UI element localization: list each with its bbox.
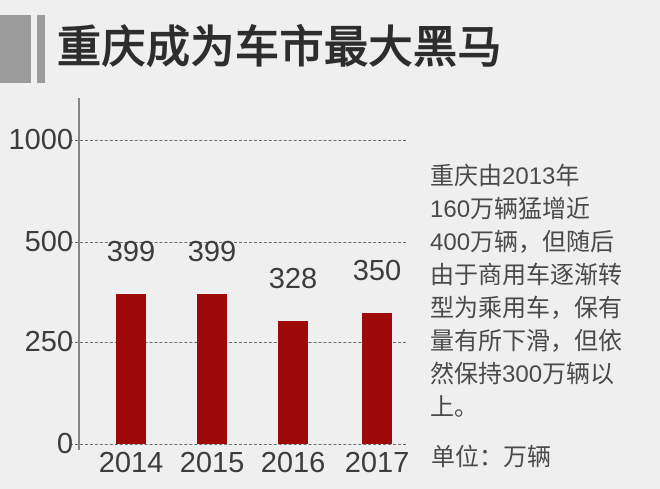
gridline-500 — [80, 242, 406, 243]
x-tick-label-2016: 2016 — [260, 447, 326, 479]
value-label-2014: 399 — [106, 236, 156, 268]
y-tick-mark-500 — [70, 242, 78, 243]
x-tick-label-2015: 2015 — [179, 447, 245, 479]
value-label-2017: 350 — [352, 255, 402, 287]
y-tick-label-0: 0 — [56, 428, 73, 460]
annotation-paragraph: 重庆由2013年 160万辆猛增近 400万辆，但随后 由于商用车逐渐转 型为乘… — [430, 163, 622, 421]
title-accent-bar — [37, 15, 45, 83]
gridline-250 — [80, 342, 406, 343]
x-tick-label-2014: 2014 — [98, 447, 164, 479]
unit-label: 单位：万辆 — [431, 444, 551, 471]
gridline-0 — [80, 444, 406, 445]
y-tick-label-250: 250 — [24, 326, 73, 358]
gridline-1000 — [80, 140, 406, 141]
value-label-2016: 328 — [268, 263, 318, 295]
y-tick-label-500: 500 — [24, 226, 73, 258]
bar-2016 — [278, 321, 308, 444]
value-label-2015: 399 — [187, 236, 237, 268]
y-tick-label-1000: 1000 — [8, 124, 73, 156]
y-tick-mark-0 — [70, 444, 78, 445]
bar-2015 — [197, 294, 227, 444]
title-accent-block — [0, 15, 31, 83]
y-tick-mark-250 — [70, 342, 78, 343]
bar-2017 — [362, 313, 392, 444]
y-axis-line — [78, 98, 80, 450]
x-tick-label-2017: 2017 — [344, 447, 410, 479]
y-tick-mark-1000 — [70, 140, 78, 141]
page-title: 重庆成为车市最大黑马 — [57, 23, 502, 72]
bar-2014 — [116, 294, 146, 444]
